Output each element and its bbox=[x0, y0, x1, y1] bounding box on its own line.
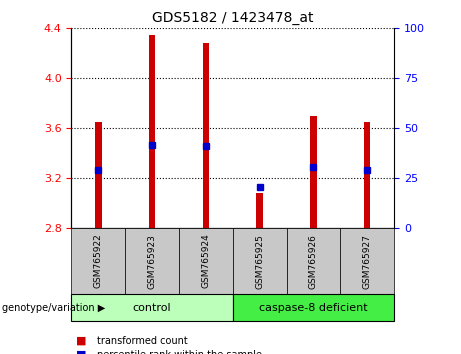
Bar bbox=[149, 35, 155, 228]
Text: transformed count: transformed count bbox=[97, 336, 188, 346]
Bar bbox=[95, 122, 101, 228]
Text: GSM765923: GSM765923 bbox=[148, 234, 157, 289]
Text: GSM765925: GSM765925 bbox=[255, 234, 264, 289]
Title: GDS5182 / 1423478_at: GDS5182 / 1423478_at bbox=[152, 11, 313, 24]
Bar bbox=[256, 193, 263, 228]
Bar bbox=[310, 116, 317, 228]
Text: ■: ■ bbox=[76, 350, 87, 354]
Bar bbox=[203, 43, 209, 228]
Text: GSM765922: GSM765922 bbox=[94, 234, 103, 289]
Text: control: control bbox=[133, 303, 171, 313]
Text: GSM765927: GSM765927 bbox=[363, 234, 372, 289]
Text: percentile rank within the sample: percentile rank within the sample bbox=[97, 350, 262, 354]
Text: ■: ■ bbox=[76, 336, 87, 346]
Text: GSM765924: GSM765924 bbox=[201, 234, 210, 289]
Text: caspase-8 deficient: caspase-8 deficient bbox=[259, 303, 368, 313]
Bar bbox=[364, 122, 371, 228]
Text: genotype/variation ▶: genotype/variation ▶ bbox=[2, 303, 106, 313]
Text: GSM765926: GSM765926 bbox=[309, 234, 318, 289]
